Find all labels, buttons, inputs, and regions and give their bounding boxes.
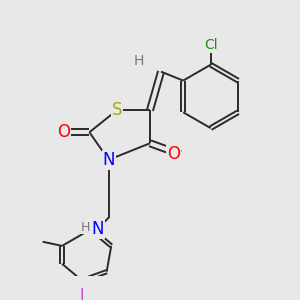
- Text: N: N: [102, 151, 115, 169]
- Text: H: H: [134, 54, 144, 68]
- Text: O: O: [167, 145, 180, 163]
- Text: Cl: Cl: [204, 38, 218, 52]
- Text: S: S: [112, 101, 122, 119]
- Text: H: H: [81, 221, 90, 234]
- Text: O: O: [57, 123, 70, 141]
- Text: N: N: [92, 220, 104, 238]
- Text: I: I: [80, 288, 84, 300]
